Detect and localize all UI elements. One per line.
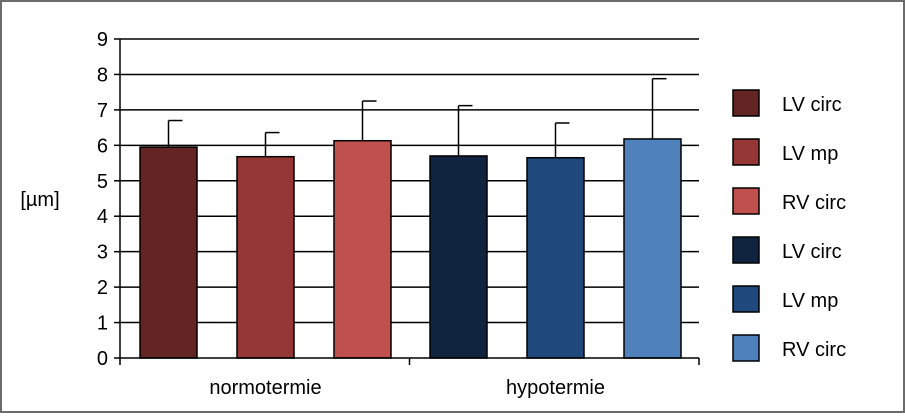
- bar: [526, 156, 585, 359]
- legend-label: LV circ: [782, 94, 842, 116]
- y-tick-label: 6: [97, 135, 108, 157]
- bar: [623, 138, 682, 359]
- axes: [µm] 0 1 2 3 4 5 6 7 8 9 normotermie hypotermie: [20, 29, 700, 399]
- y-tick-label: 1: [97, 313, 108, 335]
- y-tick-label: 5: [97, 171, 108, 193]
- legend: LV circ LV mp RV circ LV circ LV mp RV circ: [732, 89, 846, 362]
- y-tick-label: 3: [97, 242, 108, 264]
- bar: [333, 139, 392, 359]
- legend-swatch: [732, 236, 760, 264]
- bars: [139, 77, 682, 359]
- gridlines: [120, 38, 699, 324]
- legend-swatch: [732, 187, 760, 215]
- legend-swatch: [732, 334, 760, 362]
- y-tick-label: 0: [97, 348, 108, 370]
- y-tick-label: 7: [97, 100, 108, 122]
- legend-swatch: [732, 89, 760, 117]
- bar: [429, 155, 488, 359]
- legend-label: LV circ: [782, 241, 842, 263]
- legend-swatch: [732, 285, 760, 313]
- y-tick-label: 4: [97, 206, 108, 228]
- legend-label: RV circ: [782, 192, 846, 214]
- x-category-label: hypotermie: [506, 377, 605, 399]
- legend-swatch: [732, 138, 760, 166]
- y-tick-label: 8: [97, 64, 108, 86]
- y-axis-label: [µm]: [20, 189, 59, 211]
- bar-chart: [µm] 0 1 2 3 4 5 6 7 8 9 normotermie hypotermie LV …: [20, 29, 846, 399]
- bar: [139, 146, 198, 359]
- legend-label: LV mp: [782, 143, 838, 165]
- y-tick-label: 9: [97, 29, 108, 51]
- x-category-label: normotermie: [209, 377, 321, 399]
- y-tick-label: 2: [97, 277, 108, 299]
- legend-label: RV circ: [782, 339, 846, 361]
- legend-label: LV mp: [782, 290, 838, 312]
- bar: [236, 155, 295, 359]
